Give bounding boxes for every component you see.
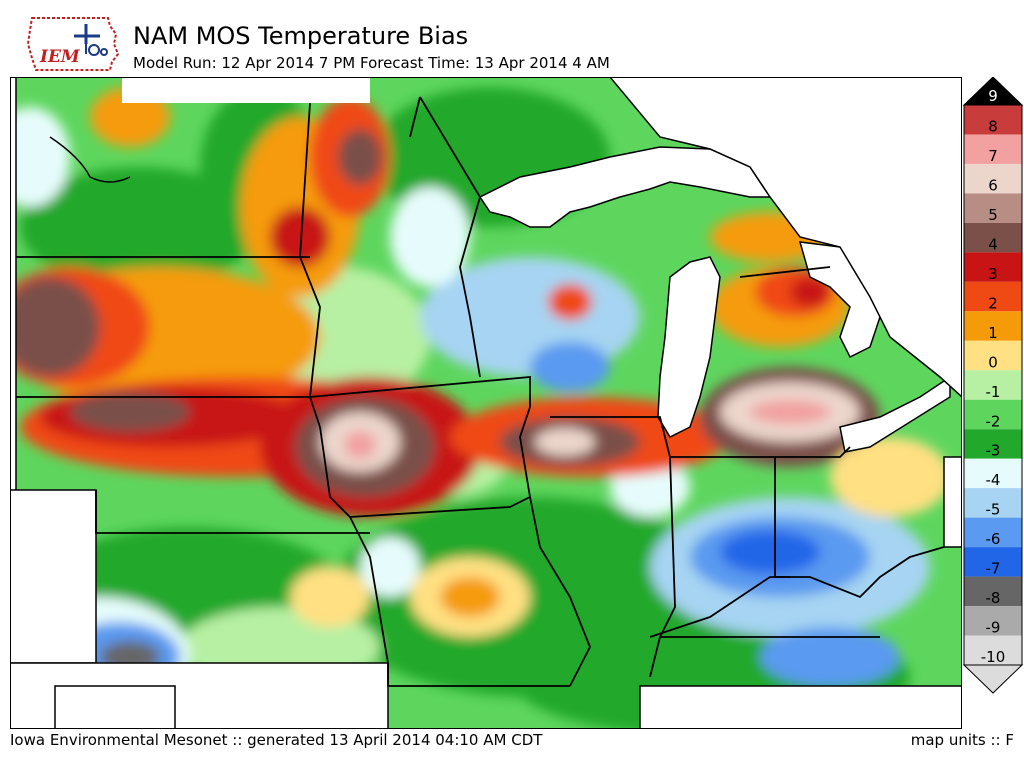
lake-michigan xyxy=(657,256,721,438)
legend-label: -9 xyxy=(986,619,1001,637)
legend-colorbar: 9 8 7 6 5 4 3 2 1 0 -1 -2 -3 -4 -5 -6 -7 -8 -9 -10 xyxy=(962,77,1024,694)
great-lakes xyxy=(49,77,962,453)
legend-band xyxy=(964,458,1022,489)
map-subtitle: Model Run: 12 Apr 2014 7 PM Forecast Tim… xyxy=(133,54,610,72)
legend-band xyxy=(964,576,1022,607)
state-boundaries xyxy=(16,96,945,687)
logo-text: IEM xyxy=(39,47,81,67)
map-units-label: map units :: F xyxy=(910,731,1014,749)
lake-superior xyxy=(478,146,772,228)
legend-band xyxy=(964,399,1022,430)
footer-credit: Iowa Environmental Mesonet :: generated … xyxy=(10,731,543,749)
legend-label: -5 xyxy=(986,501,1001,519)
legend-band xyxy=(964,281,1022,312)
legend-label: 0 xyxy=(988,353,998,371)
legend-band xyxy=(964,193,1022,223)
legend-band xyxy=(964,311,1022,341)
bias-map xyxy=(10,77,962,729)
legend-label: -8 xyxy=(986,589,1001,607)
legend-band xyxy=(964,488,1022,518)
legend-band xyxy=(964,163,1022,194)
legend-band xyxy=(964,606,1022,636)
legend-frame xyxy=(963,104,1023,666)
legend-label: 4 xyxy=(988,235,998,253)
legend-band xyxy=(964,340,1022,371)
legend-label: -1 xyxy=(986,383,1001,401)
legend-label: 1 xyxy=(988,324,998,342)
legend-label: 8 xyxy=(988,118,998,136)
legend-band xyxy=(964,134,1022,164)
legend-label: -3 xyxy=(986,442,1001,460)
legend-band xyxy=(964,547,1022,577)
legend-label: -7 xyxy=(986,560,1001,578)
legend-label: -2 xyxy=(986,412,1001,430)
legend-label: 5 xyxy=(988,206,998,224)
no-data-areas xyxy=(10,77,962,729)
bias-contours xyxy=(10,87,950,729)
legend-label: 3 xyxy=(988,265,998,283)
legend-band xyxy=(964,105,1022,135)
legend-band xyxy=(964,429,1022,459)
legend-label: 9 xyxy=(988,87,998,105)
map-frame xyxy=(10,77,962,729)
map-title: NAM MOS Temperature Bias xyxy=(133,22,469,50)
iem-logo: IEM xyxy=(26,17,120,71)
legend-label: -10 xyxy=(981,648,1006,666)
iowa-outline-icon xyxy=(26,17,120,71)
legend-band xyxy=(964,635,1022,665)
canada-land xyxy=(609,77,962,399)
lake-winnipeg-region xyxy=(49,136,131,183)
windmill-icon xyxy=(74,24,108,56)
legend-label: 6 xyxy=(988,176,998,194)
legend-band xyxy=(964,517,1022,548)
legend-band xyxy=(964,370,1022,400)
legend-label: 7 xyxy=(988,147,998,165)
legend-label: -6 xyxy=(986,530,1001,548)
legend-label: 2 xyxy=(988,294,998,312)
legend-band xyxy=(964,252,1022,282)
legend-arrow-bottom xyxy=(962,664,1024,694)
legend-label: -4 xyxy=(986,471,1001,489)
lake-erie xyxy=(839,375,951,453)
legend-band xyxy=(964,222,1022,253)
